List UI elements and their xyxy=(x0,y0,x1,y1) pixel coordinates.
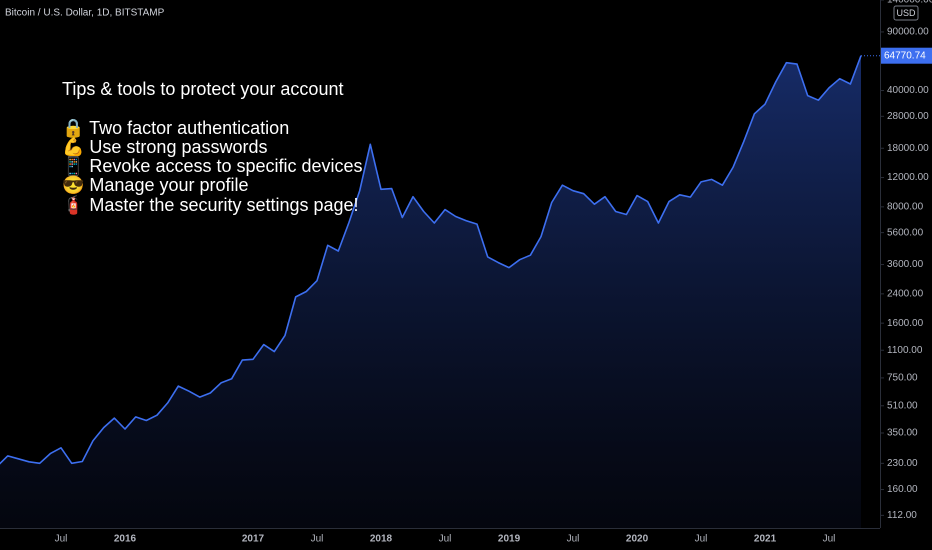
x-tick-label: Jul xyxy=(311,534,324,545)
x-tick-label: Jul xyxy=(439,534,452,545)
x-tick-label: 2020 xyxy=(626,534,649,545)
y-tick-label: 230.00 xyxy=(887,458,918,469)
y-tick-label: 140000.00 xyxy=(887,0,932,6)
x-tick-label: 2021 xyxy=(754,534,777,545)
y-tick-label: 90000.00 xyxy=(887,27,929,38)
y-tick-label: 3600.00 xyxy=(887,259,924,270)
y-tick-label: 18000.00 xyxy=(887,143,929,154)
y-tick-label: 112.00 xyxy=(887,510,917,521)
x-tick-label: 2018 xyxy=(370,534,393,545)
y-tick-label: 5600.00 xyxy=(887,227,924,238)
currency-box[interactable] xyxy=(893,5,919,21)
note-line: 💪 Use strong passwords xyxy=(62,136,268,157)
y-tick-label: 160.00 xyxy=(887,484,918,495)
y-tick-label: 1100.00 xyxy=(887,345,923,356)
y-tick-label: 2400.00 xyxy=(887,288,924,299)
y-tick-label: 8000.00 xyxy=(887,201,924,212)
area xyxy=(0,55,861,528)
y-tick-label: 750.00 xyxy=(887,373,918,384)
note-line: 🔒 Two factor authentication xyxy=(62,118,289,138)
symbol-title: Bitcoin / U.S. Dollar, 1D, BITSTAMP xyxy=(5,8,165,19)
x-tick-label: Jul xyxy=(567,534,580,545)
x-tick-label: 2019 xyxy=(498,534,521,545)
y-tick-label: 28000.00 xyxy=(887,111,929,122)
last-price-box xyxy=(881,47,932,64)
y-tick-label: 40000.00 xyxy=(887,85,929,96)
note-line: 🧯 Master the security settings page! xyxy=(62,194,359,215)
price-line xyxy=(0,55,862,465)
y-tick-label: 1600.00 xyxy=(887,318,924,329)
note-line: 📱 Revoke access to specific devices xyxy=(62,155,363,176)
y-tick-label: 350.00 xyxy=(887,428,918,439)
x-tick-label: Jul xyxy=(55,534,68,545)
y-tick-label: 12000.00 xyxy=(887,172,929,183)
x-tick-label: Jul xyxy=(695,534,708,545)
note-title: Tips & tools to protect your account xyxy=(62,79,343,99)
x-tick-label: 2016 xyxy=(114,534,137,545)
note-line: 😎 Manage your profile xyxy=(62,175,249,195)
y-tick-label: 510.00 xyxy=(887,400,918,411)
x-tick-label: 2017 xyxy=(242,534,265,545)
last-price-label: 64770.74 xyxy=(884,50,926,61)
x-tick-label: Jul xyxy=(823,534,836,545)
currency-label[interactable]: USD xyxy=(896,8,916,18)
